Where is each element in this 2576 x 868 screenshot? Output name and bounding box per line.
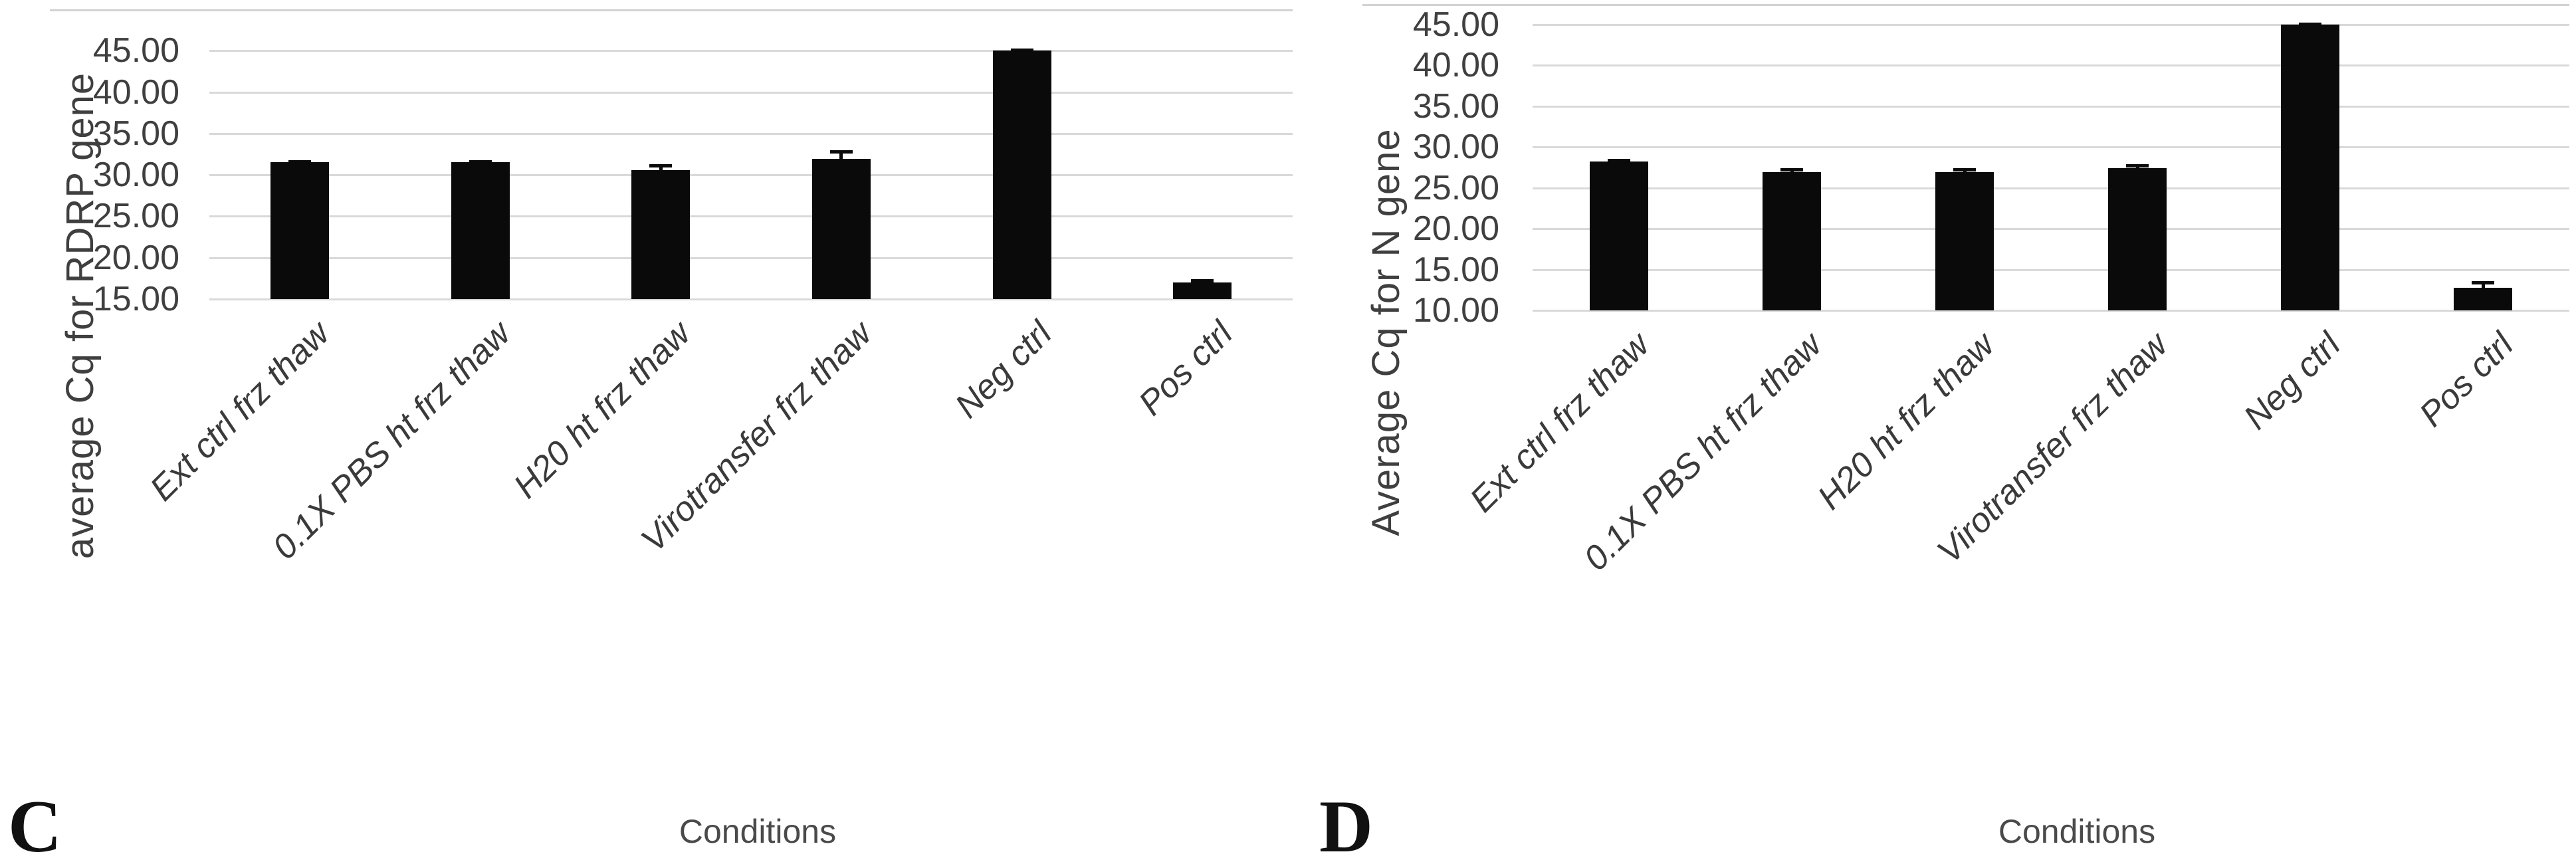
- gridline: [1533, 269, 2569, 271]
- bar: [2108, 168, 2167, 310]
- y-tick-label: 30.00: [1412, 128, 1499, 167]
- y-tick-label: 20.00: [1412, 209, 1499, 249]
- error-bar-whisker: [2135, 165, 2139, 171]
- error-bar-cap: [649, 164, 673, 168]
- gridline: [1533, 23, 2569, 26]
- y-tick-label: 15.00: [92, 280, 179, 318]
- error-bar-whisker: [839, 152, 843, 162]
- x-tick-label: Ext ctrl frz thaw: [1462, 325, 1657, 520]
- bar: [1763, 172, 1821, 310]
- gridline: [209, 50, 1293, 53]
- error-bar-whisker: [298, 161, 302, 165]
- bar: [811, 159, 871, 299]
- y-axis-title: Average Cq for N gene: [1364, 128, 1408, 536]
- x-tick-label: Virotransfer frz thaw: [1929, 325, 2175, 572]
- plot-top-border: [50, 9, 1293, 11]
- x-tick-label: Ext ctrl frz thaw: [143, 314, 338, 509]
- bar: [451, 162, 510, 299]
- bar: [2454, 287, 2512, 310]
- error-bar-whisker: [1790, 169, 1794, 175]
- error-bar-cap: [2299, 23, 2321, 26]
- error-bar-cap: [1608, 158, 1630, 162]
- error-bar-cap: [829, 150, 853, 154]
- error-bar-whisker: [1963, 169, 1967, 175]
- x-tick-label: Neg ctrl: [948, 314, 1060, 426]
- y-tick-label: 25.00: [1412, 168, 1499, 207]
- gridline: [1533, 228, 2569, 231]
- error-bar-whisker: [479, 161, 482, 165]
- gridline: [1533, 310, 2569, 312]
- x-tick-label: 0.1X PBS ht frz thaw: [1576, 325, 1830, 578]
- error-bar-cap: [288, 160, 311, 163]
- gridline: [1533, 146, 2569, 149]
- error-bar-whisker: [1020, 50, 1023, 54]
- x-axis-title: Conditions: [1998, 813, 2156, 850]
- y-tick-label: 45.00: [92, 31, 179, 70]
- error-bar-whisker: [1617, 160, 1621, 165]
- plot-top-border: [1362, 4, 2569, 6]
- x-tick-label: 0.1X PBS ht frz thaw: [265, 314, 518, 567]
- panel-letter: D: [1319, 786, 1373, 868]
- bar: [2281, 24, 2339, 310]
- x-tick-label: H20 ht frz thaw: [506, 314, 698, 506]
- gridline: [209, 257, 1293, 259]
- y-tick-label: 35.00: [1412, 86, 1499, 126]
- y-tick-label: 40.00: [92, 72, 179, 112]
- gridline: [209, 298, 1293, 300]
- x-tick-label: Virotransfer frz thaw: [633, 314, 879, 560]
- error-bar-cap: [2126, 163, 2149, 167]
- bar: [631, 169, 691, 299]
- bar: [270, 162, 329, 299]
- error-bar-whisker: [1200, 280, 1204, 286]
- y-tick-label: 20.00: [92, 238, 179, 277]
- bar: [1590, 162, 1648, 310]
- error-bar-cap: [1191, 278, 1214, 282]
- gridline: [1533, 187, 2569, 189]
- y-tick-label: 45.00: [1412, 5, 1499, 44]
- error-bar-whisker: [2308, 24, 2312, 27]
- y-tick-label: 35.00: [92, 114, 179, 153]
- y-tick-label: 30.00: [92, 156, 179, 195]
- y-tick-label: 25.00: [92, 197, 179, 236]
- gridline: [209, 91, 1293, 94]
- error-bar-whisker: [659, 165, 663, 173]
- error-bar-whisker: [2481, 282, 2485, 290]
- x-axis-title: Conditions: [679, 813, 837, 850]
- error-bar-cap: [1953, 168, 1976, 172]
- error-bar-cap: [2472, 281, 2494, 285]
- gridline: [209, 174, 1293, 177]
- y-tick-label: 10.00: [1412, 291, 1499, 330]
- y-tick-label: 15.00: [1412, 250, 1499, 289]
- bar: [1935, 172, 1994, 310]
- gridline: [209, 132, 1293, 135]
- x-tick-label: Pos ctrl: [1131, 314, 1240, 423]
- error-bar-cap: [1780, 168, 1803, 172]
- x-tick-label: H20 ht frz thaw: [1810, 325, 2002, 518]
- x-tick-label: Neg ctrl: [2236, 325, 2348, 437]
- error-bar-cap: [469, 160, 492, 163]
- error-bar-cap: [1010, 49, 1033, 53]
- gridline: [1533, 64, 2569, 67]
- gridline: [209, 215, 1293, 218]
- bar: [992, 51, 1051, 299]
- y-axis-title: average Cq for RDRP gene: [58, 72, 102, 560]
- x-tick-label: Pos ctrl: [2412, 325, 2521, 435]
- bar: [1173, 282, 1232, 299]
- gridline: [1533, 105, 2569, 108]
- panel-letter: C: [8, 786, 62, 868]
- y-tick-label: 40.00: [1412, 46, 1499, 85]
